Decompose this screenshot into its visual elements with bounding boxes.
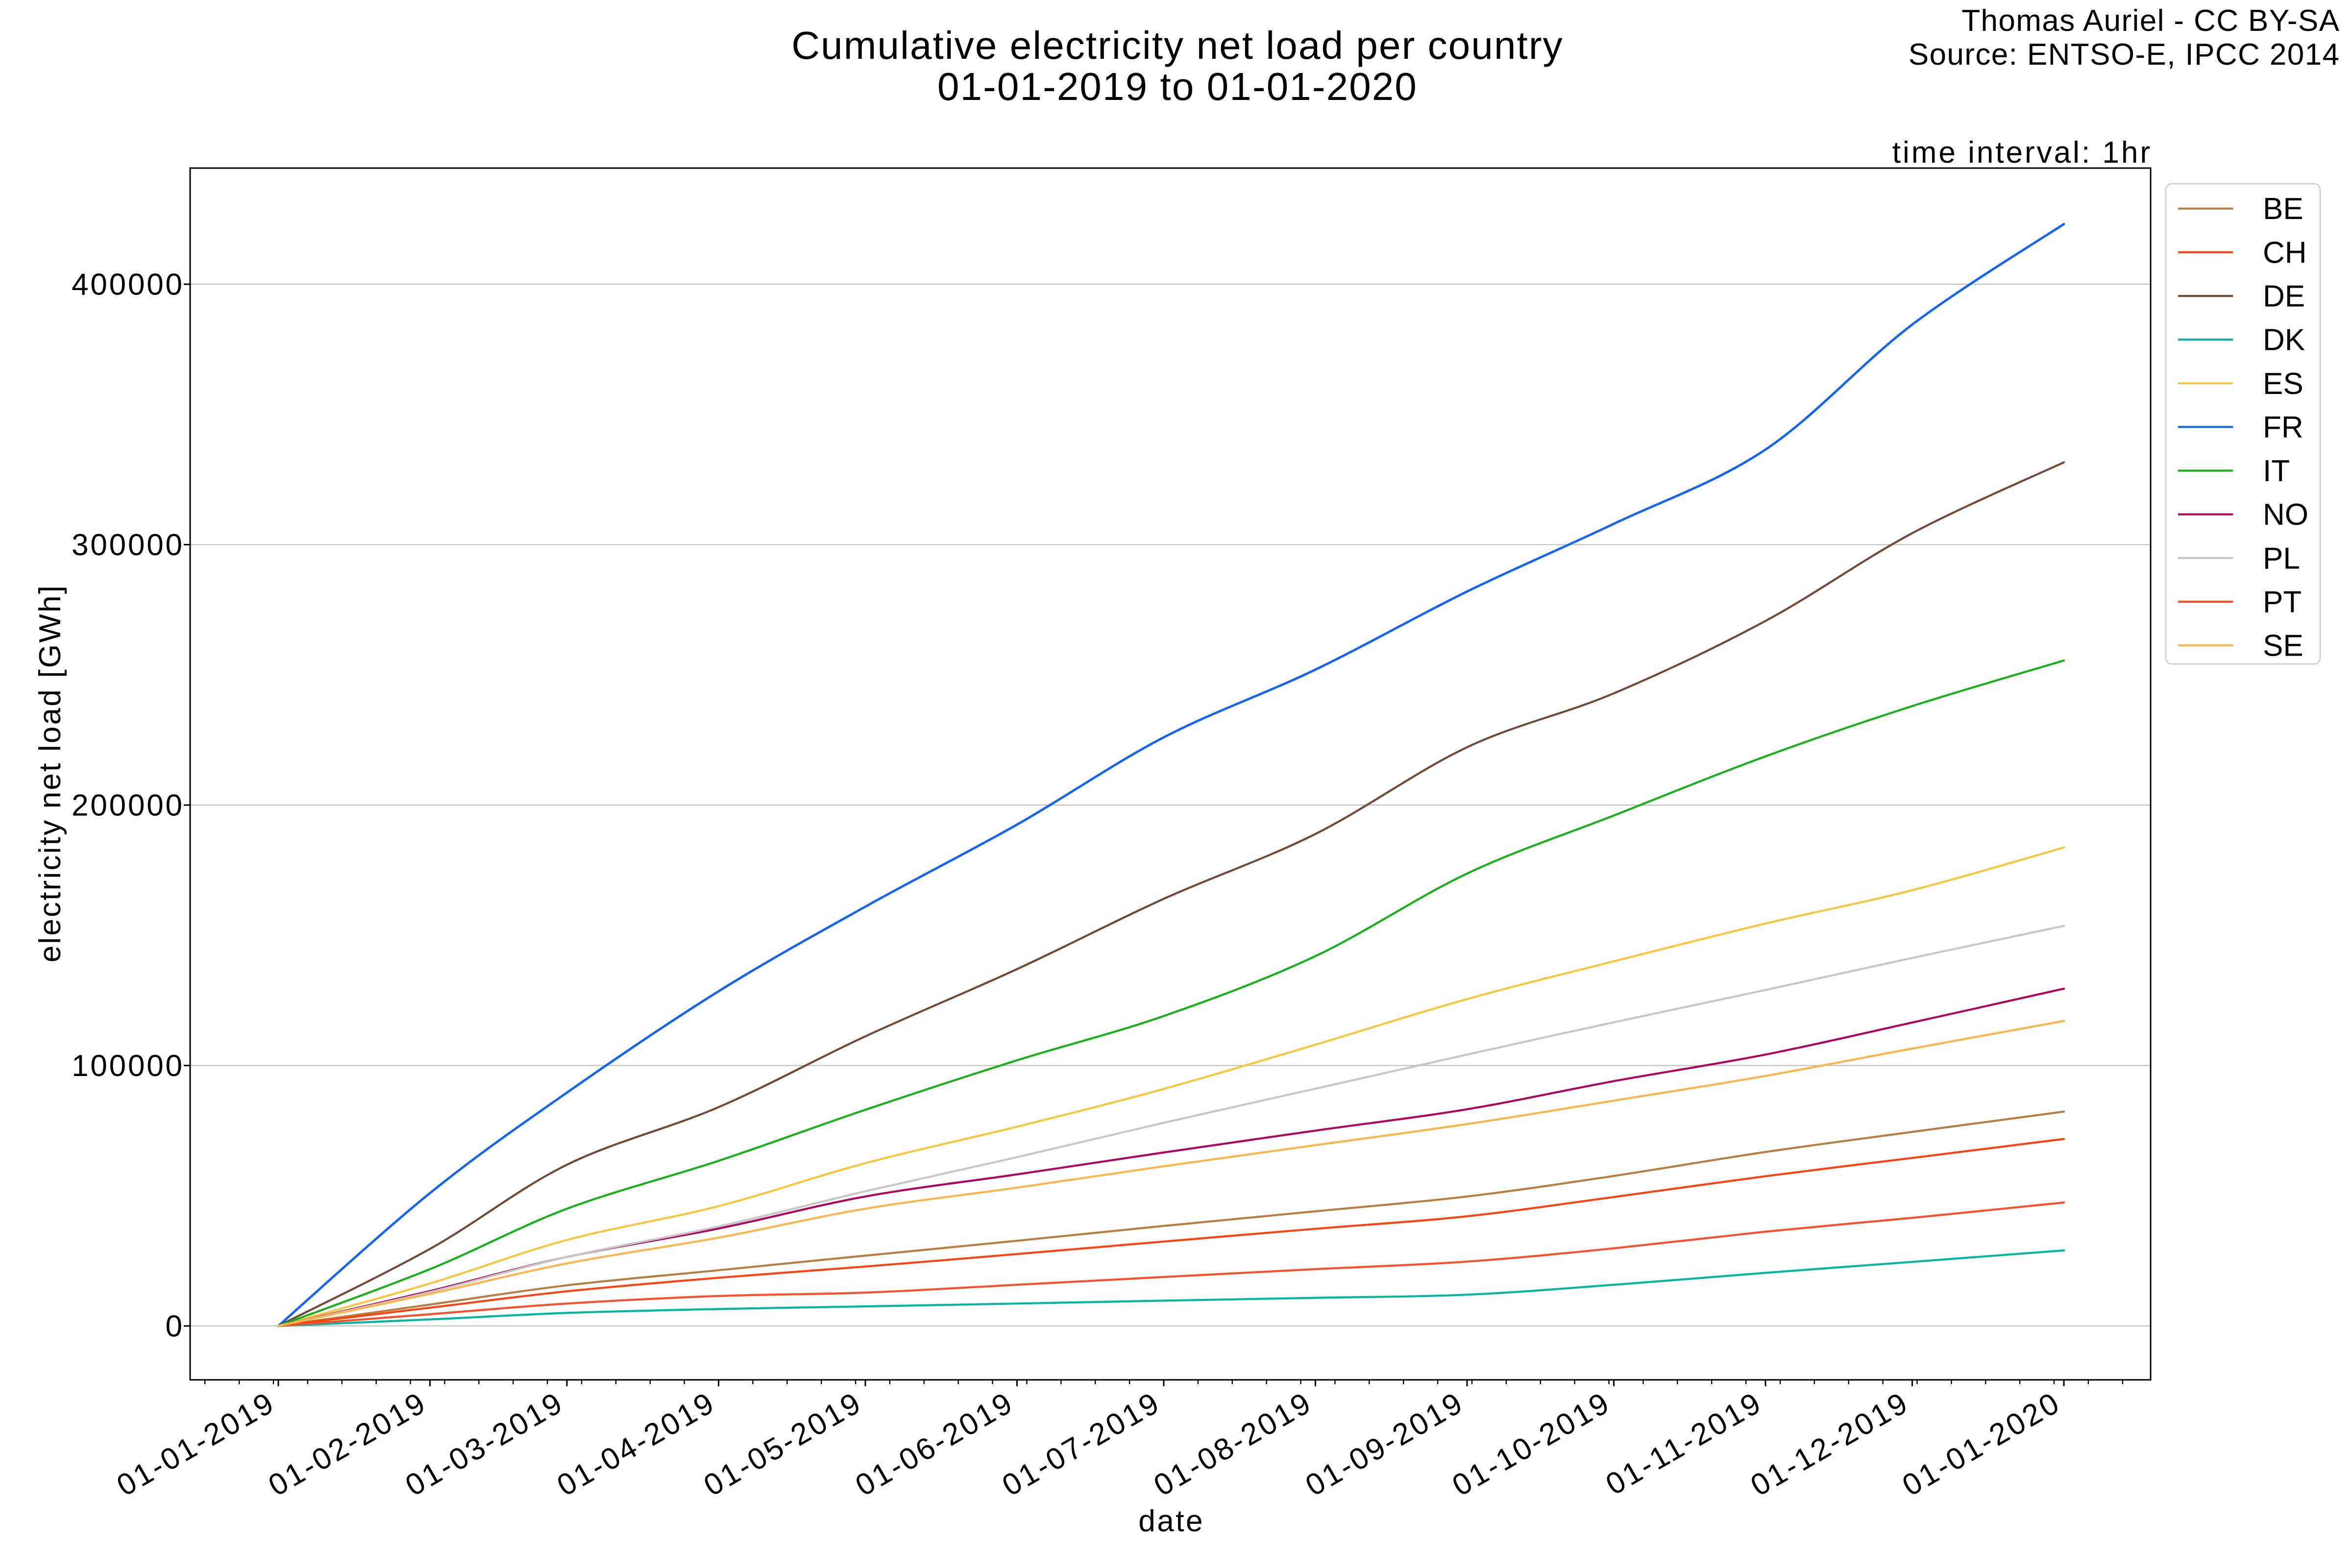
svg-text:FR: FR [2263,411,2303,444]
svg-text:300000: 300000 [72,528,184,562]
svg-text:DK: DK [2263,323,2305,357]
svg-text:01-01-2019 to 01-01-2020: 01-01-2019 to 01-01-2020 [937,65,1418,108]
svg-text:400000: 400000 [72,268,184,302]
svg-text:date: date [1138,1504,1204,1538]
svg-text:0: 0 [166,1310,184,1344]
svg-text:SE: SE [2263,629,2303,663]
svg-text:BE: BE [2263,192,2303,226]
svg-text:ES: ES [2263,367,2303,401]
svg-text:200000: 200000 [72,789,184,823]
svg-text:Thomas Auriel - CC BY-SA: Thomas Auriel - CC BY-SA [1961,4,2340,38]
svg-text:CH: CH [2263,236,2307,270]
svg-text:Cumulative electricity net loa: Cumulative electricity net load per coun… [791,24,1563,67]
svg-text:NO: NO [2263,498,2308,532]
svg-text:electricity net load [GWh]: electricity net load [GWh] [33,584,67,962]
svg-text:PL: PL [2263,541,2300,575]
svg-text:DE: DE [2263,280,2305,314]
svg-text:PT: PT [2263,586,2302,619]
svg-text:100000: 100000 [72,1049,184,1083]
svg-text:IT: IT [2263,454,2290,488]
svg-text:Source: ENTSO-E, IPCC 2014: Source: ENTSO-E, IPCC 2014 [1909,38,2340,72]
svg-text:time interval: 1hr: time interval: 1hr [1892,136,2152,170]
